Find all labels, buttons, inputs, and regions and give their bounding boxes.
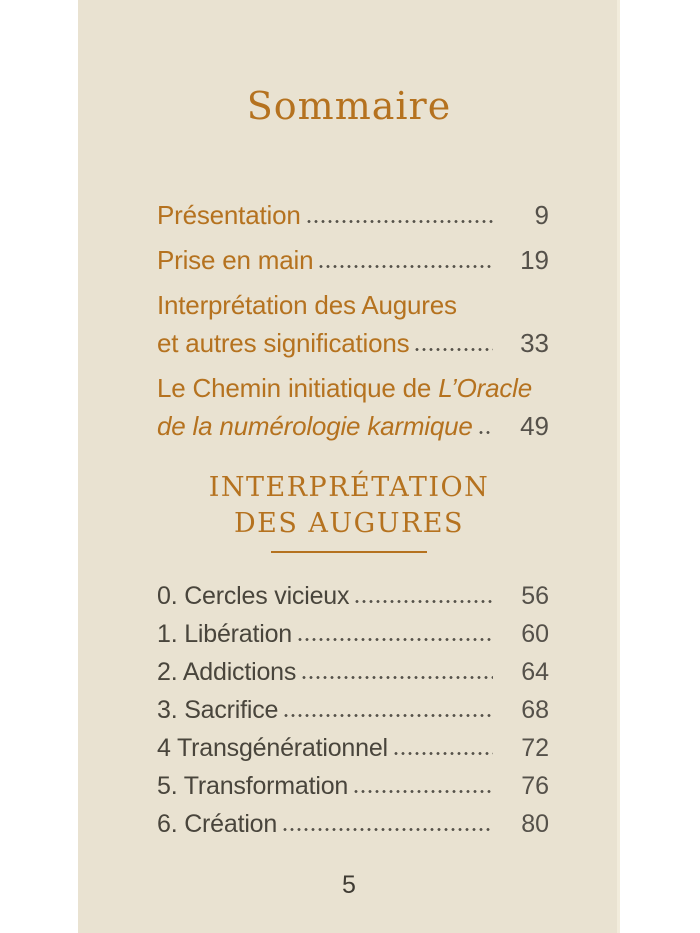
dot-leader [319, 264, 493, 269]
list-item-label: 2. Addictions [157, 658, 297, 686]
toc-entry-line: Le Chemin initiatique de L’Oracle [157, 369, 549, 407]
dot-leader [306, 219, 493, 224]
toc-entry-line: et autres significations 33 [157, 324, 549, 362]
list-item-label: 6. Création [157, 810, 278, 838]
list-item: 4 Transgénérationnel 72 [157, 729, 549, 767]
toc-page-number: 19 [520, 245, 549, 275]
list-item-label: 5. Transformation [157, 772, 349, 800]
list-page-number: 64 [521, 658, 549, 686]
dot-leader [302, 675, 493, 680]
page-title: Sommaire [246, 84, 452, 128]
list-item-label: 3. Sacrifice [157, 696, 279, 724]
toc-entry-line: Interprétation des Augures [157, 290, 457, 320]
toc-page-number: 49 [520, 411, 549, 441]
dot-leader [284, 713, 493, 718]
dot-leader [355, 599, 493, 604]
toc-entry-label: et autres significations [157, 328, 410, 358]
list-page-number: 76 [521, 772, 549, 800]
dot-leader [354, 789, 493, 794]
section-heading-line: INTERPRÉTATION [208, 472, 490, 503]
toc-entry-label-italic: L’Oracle [438, 373, 532, 403]
list-item-label: 4 Transgénérationnel [157, 734, 388, 762]
toc-entry-label: Le Chemin initiatique de [157, 373, 439, 403]
list-item: 1. Libération 60 [157, 615, 549, 653]
augur-list: 0. Cercles vicieux 56 1. Libération 60 2… [157, 577, 549, 843]
list-page-number: 60 [521, 620, 549, 648]
dot-leader [393, 751, 493, 756]
page-number: 5 [342, 871, 356, 899]
list-item: 2. Addictions 64 [157, 653, 549, 691]
toc-entry: Présentation 9 [157, 196, 549, 234]
dot-leader [298, 637, 493, 642]
heading-underline [271, 551, 427, 553]
toc-page-number: 33 [520, 328, 549, 358]
section-heading: INTERPRÉTATION DES AUGURES [78, 470, 620, 553]
dot-leader [283, 827, 493, 832]
section-heading-line: DES AUGURES [233, 508, 465, 539]
list-page-number: 72 [521, 734, 549, 762]
list-page-number: 80 [521, 810, 549, 838]
toc-entry-label-italic: de la numérologie karmique [157, 411, 473, 441]
list-item: 0. Cercles vicieux 56 [157, 577, 549, 615]
list-item-label: 0. Cercles vicieux [157, 582, 350, 610]
toc-entry-label: Présentation [157, 200, 301, 230]
list-item: 6. Création 80 [157, 805, 549, 843]
book-page: Sommaire Présentation 9 Prise en main 19… [78, 0, 620, 933]
toc-page-number: 9 [534, 200, 549, 230]
dot-leader [478, 430, 493, 435]
toc-entry-line: Prise en main 19 [157, 241, 549, 279]
toc-entry-label: Prise en main [157, 245, 314, 275]
list-item: 3. Sacrifice 68 [157, 691, 549, 729]
toc-entry-line: Présentation 9 [157, 196, 549, 234]
list-page-number: 68 [521, 696, 549, 724]
dot-leader [415, 347, 493, 352]
toc-entry-line: de la numérologie karmique 49 [157, 407, 549, 445]
toc-entry: Le Chemin initiatique de L’Oracle de la … [157, 369, 549, 445]
toc-entry: Prise en main 19 [157, 241, 549, 279]
list-item: 5. Transformation 76 [157, 767, 549, 805]
toc: Présentation 9 Prise en main 19 Interpré… [157, 196, 549, 452]
list-page-number: 56 [521, 582, 549, 610]
toc-entry: Interprétation des Augures et autres sig… [157, 286, 549, 362]
list-item-label: 1. Libération [157, 620, 292, 648]
